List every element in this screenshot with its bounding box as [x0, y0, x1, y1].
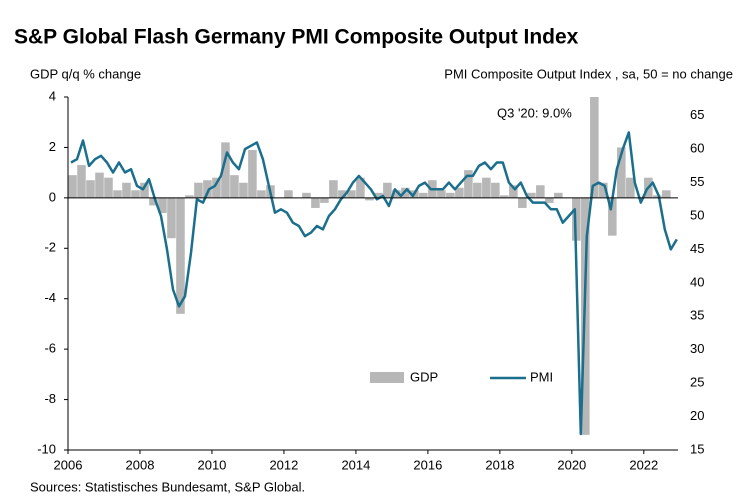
- gdp-bar: [365, 197, 374, 201]
- gdp-bar: [338, 190, 347, 198]
- gdp-bar: [662, 190, 671, 198]
- y2-tick-label: 15: [690, 441, 704, 456]
- gdp-bar: [473, 182, 482, 198]
- gdp-bar: [167, 197, 176, 239]
- gdp-bar: [356, 177, 365, 198]
- gdp-bar: [590, 97, 599, 198]
- y2-tick-label: 30: [690, 341, 704, 356]
- gdp-bar: [284, 190, 293, 198]
- y-tick-label: -6: [44, 341, 56, 356]
- gdp-bar: [599, 182, 608, 198]
- x-tick-label: 2018: [485, 457, 514, 472]
- gdp-bar: [392, 190, 401, 198]
- gdp-bar: [122, 182, 131, 198]
- gdp-bar: [230, 175, 239, 198]
- x-tick-label: 2016: [413, 457, 442, 472]
- y2-tick-label: 40: [690, 274, 704, 289]
- gdp-bar: [95, 172, 104, 198]
- gdp-bar: [527, 192, 536, 198]
- gdp-bar: [536, 185, 545, 198]
- legend-label: PMI: [530, 369, 553, 384]
- gdp-bar: [302, 192, 311, 198]
- gdp-bar: [248, 149, 257, 198]
- gdp-bar: [311, 197, 320, 208]
- gdp-bar: [194, 182, 203, 198]
- y2-tick-label: 35: [690, 308, 704, 323]
- y2-tick-label: 65: [690, 107, 704, 122]
- y2-tick-label: 60: [690, 141, 704, 156]
- y-axis-label: GDP q/q % change: [30, 66, 141, 81]
- gdp-bar: [176, 197, 185, 314]
- chart-title: S&P Global Flash Germany PMI Composite O…: [14, 26, 579, 49]
- y-tick-label: -2: [44, 240, 56, 255]
- gdp-bar: [455, 187, 464, 198]
- gdp-bar: [140, 182, 149, 198]
- gdp-bar: [617, 147, 626, 198]
- gdp-bar: [626, 177, 635, 198]
- y2-tick-label: 55: [690, 174, 704, 189]
- gdp-bar: [131, 190, 140, 198]
- gdp-bar: [518, 197, 527, 208]
- gdp-bar: [68, 175, 77, 198]
- gdp-bar: [554, 192, 563, 198]
- gdp-bar: [482, 177, 491, 198]
- gdp-bar: [608, 197, 617, 236]
- gdp-bar: [509, 185, 518, 198]
- gdp-bar: [329, 180, 338, 198]
- x-tick-label: 2020: [557, 457, 586, 472]
- y2-axis-label: PMI Composite Output Index , sa, 50 = no…: [444, 66, 733, 81]
- legend-label: GDP: [410, 369, 438, 384]
- gdp-bar: [104, 177, 113, 198]
- gdp-bar: [437, 190, 446, 198]
- gdp-bar: [374, 192, 383, 198]
- gdp-bar: [500, 195, 509, 198]
- gdp-bar: [347, 190, 356, 198]
- gdp-bar: [221, 142, 230, 198]
- source: Sources: Statistisches Bundesamt, S&P Gl…: [30, 479, 305, 494]
- x-tick-label: 2008: [126, 457, 155, 472]
- x-tick-label: 2006: [54, 457, 83, 472]
- gdp-bar: [545, 197, 554, 203]
- gdp-bar: [113, 190, 122, 198]
- gdp-bar: [212, 177, 221, 198]
- y2-tick-label: 45: [690, 241, 704, 256]
- gdp-bar: [149, 197, 158, 206]
- gdp-bar: [257, 190, 266, 198]
- x-tick-label: 2022: [629, 457, 658, 472]
- gdp-bar: [320, 197, 329, 203]
- annotation: Q3 '20: 9.0%: [497, 105, 572, 120]
- legend-swatch: [370, 372, 404, 383]
- gdp-bar: [491, 182, 500, 198]
- gdp-bar: [158, 197, 167, 213]
- gdp-bar: [203, 180, 212, 198]
- gdp-bar: [86, 180, 95, 198]
- y-tick-label: 0: [49, 189, 56, 204]
- gdp-bar: [383, 182, 392, 198]
- gdp-bar: [464, 170, 473, 198]
- y-tick-label: -8: [44, 391, 56, 406]
- y2-tick-label: 25: [690, 375, 704, 390]
- gdp-bar: [419, 192, 428, 198]
- x-tick-label: 2012: [269, 457, 298, 472]
- gdp-bar: [653, 195, 662, 198]
- gdp-bar: [239, 182, 248, 198]
- pmi-line: [70, 131, 678, 436]
- y-tick-label: 4: [49, 88, 56, 103]
- gdp-bar: [446, 192, 455, 198]
- y-tick-label: -4: [44, 290, 56, 305]
- y2-tick-label: 50: [690, 207, 704, 222]
- gdp-bar: [77, 165, 86, 198]
- x-tick-label: 2010: [197, 457, 226, 472]
- gdp-bar: [572, 197, 581, 241]
- y2-tick-label: 20: [690, 408, 704, 423]
- y-tick-label: -10: [37, 441, 56, 456]
- y-tick-label: 2: [49, 139, 56, 154]
- gdp-bar: [185, 195, 194, 198]
- x-tick-label: 2014: [341, 457, 370, 472]
